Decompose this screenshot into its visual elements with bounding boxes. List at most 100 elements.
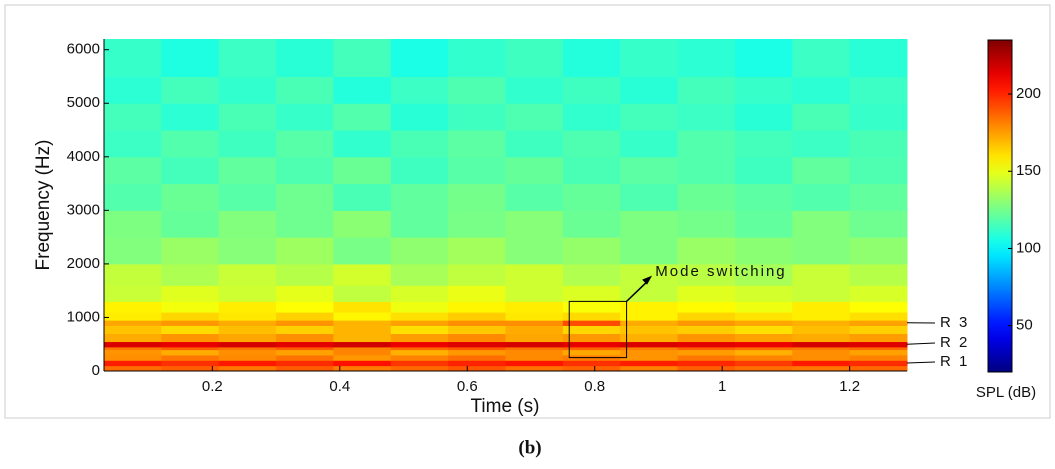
heatmap-cell (333, 210, 392, 238)
heatmap-cell (792, 285, 851, 302)
heatmap-cell (104, 360, 162, 367)
heatmap-cell (505, 263, 564, 286)
heatmap-cell (792, 354, 851, 361)
heatmap-cell (276, 360, 334, 367)
heatmap-cell (104, 103, 162, 131)
heatmap-cell (562, 312, 621, 321)
heatmap-cell (104, 312, 162, 321)
heatmap-cell (448, 320, 506, 326)
heatmap-cell (734, 312, 793, 321)
heatmap-cell (849, 76, 908, 104)
heatmap-cell (792, 360, 851, 367)
heatmap-cell (218, 263, 277, 286)
heatmap-cell (390, 325, 449, 335)
heatmap-cell (792, 349, 851, 356)
heatmap-cell (161, 312, 220, 321)
heatmap-cell (620, 156, 679, 185)
heatmap-cell (333, 325, 392, 335)
heatmap-cell (505, 320, 564, 326)
heatmap-cell (792, 39, 851, 77)
heatmap-cell (505, 333, 564, 343)
heatmap-cell (161, 263, 220, 286)
heatmap-cell (677, 354, 736, 361)
heatmap-cell (276, 237, 334, 265)
heatmap-cell (390, 333, 449, 343)
heatmap-cell (276, 183, 334, 211)
heatmap-cell (104, 263, 162, 286)
heatmap-cell (161, 365, 220, 372)
heatmap-cell (677, 301, 736, 313)
heatmap-cell (620, 365, 679, 372)
colorbar-tick-label: 100 (1016, 239, 1041, 256)
heatmap-cell (792, 325, 851, 335)
heatmap-cell (390, 354, 449, 361)
colorbar-tick-label: 200 (1016, 85, 1041, 102)
heatmap-cell (505, 325, 564, 335)
heatmap-cell (104, 320, 162, 326)
heatmap-cell (792, 263, 851, 286)
heatmap-cell (849, 354, 908, 361)
heatmap-cell (620, 237, 679, 265)
heatmap-cell (218, 346, 277, 351)
heatmap-cell (505, 130, 564, 158)
heatmap-cell (218, 320, 277, 326)
heatmap-cell (562, 341, 621, 348)
heatmap-cell (161, 210, 220, 238)
heatmap-cell (218, 341, 277, 348)
heatmap-cell (792, 130, 851, 158)
heatmap-cell (448, 103, 506, 131)
heatmap-cell (562, 237, 621, 265)
heatmap-cell (792, 346, 851, 351)
heatmap-cell (562, 285, 621, 302)
heatmap-cell (276, 312, 334, 321)
heatmap-cell (849, 320, 908, 326)
heatmap-cell (333, 360, 392, 367)
heatmap-cell (734, 183, 793, 211)
heatmap-cell (620, 39, 679, 77)
heatmap-cell (620, 346, 679, 351)
heatmap-cell (505, 346, 564, 351)
heatmap-cell (620, 301, 679, 313)
heatmap-cell (161, 320, 220, 326)
heatmap-cell (218, 156, 277, 185)
heatmap-cell (333, 346, 392, 351)
heatmap-cell (792, 320, 851, 326)
heatmap-cell (734, 130, 793, 158)
heatmap-cell (448, 183, 506, 211)
heatmap-cell (161, 76, 220, 104)
heatmap-cell (333, 183, 392, 211)
heatmap-cell (734, 156, 793, 185)
heatmap-cell (104, 301, 162, 313)
heatmap-cell (505, 312, 564, 321)
heatmap-cell (505, 301, 564, 313)
heatmap-cell (792, 301, 851, 313)
annotation-line (906, 342, 936, 345)
heatmap-cell (333, 285, 392, 302)
heatmap-cell (390, 156, 449, 185)
heatmap-cell (677, 76, 736, 104)
heatmap-cell (620, 210, 679, 238)
heatmap-cell (333, 156, 392, 185)
heatmap-cell (734, 263, 793, 286)
heatmap-cell (734, 320, 793, 326)
heatmap-cell (448, 346, 506, 351)
heatmap-cell (562, 349, 621, 356)
heatmap-cell (734, 349, 793, 356)
heatmap-cell (276, 341, 334, 348)
heatmap-cell (104, 365, 162, 372)
heatmap-cell (849, 312, 908, 321)
heatmap-cell (161, 301, 220, 313)
heatmap-cell (448, 354, 506, 361)
heatmap-cell (620, 76, 679, 104)
heatmap-cell (390, 346, 449, 351)
heatmap-cell (104, 39, 162, 77)
heatmap-cell (562, 210, 621, 238)
heatmap-cell (620, 183, 679, 211)
heatmap-cell (734, 341, 793, 348)
x-tick-label: 0.6 (457, 378, 478, 395)
heatmap-cell (562, 365, 621, 372)
x-axis-title: Time (s) (471, 396, 540, 417)
heatmap-cell (104, 341, 162, 348)
heatmap-cell (620, 354, 679, 361)
heatmap-cell (562, 325, 621, 335)
